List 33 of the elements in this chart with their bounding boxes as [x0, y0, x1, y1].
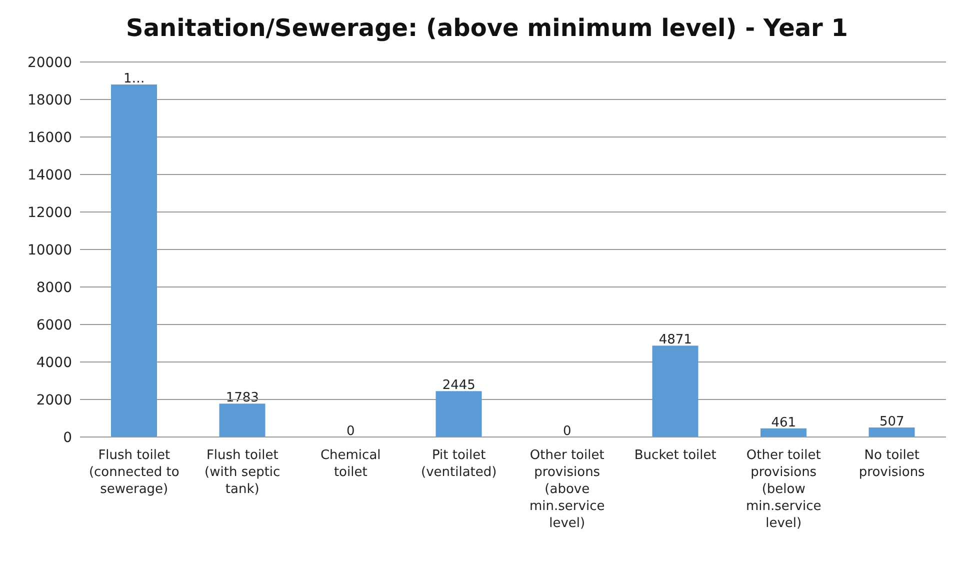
x-tick-label: Pit toilet (ventilated) [421, 448, 497, 480]
data-label: 1… [123, 72, 145, 86]
y-tick-label: 20000 [27, 54, 72, 71]
data-label: 2445 [442, 378, 476, 394]
x-tick-label: Chemical toilet [320, 448, 381, 480]
data-label: 4871 [658, 332, 692, 348]
data-label: 507 [879, 414, 904, 430]
bar [111, 84, 157, 437]
x-tick-label: Bucket toilet [634, 448, 716, 463]
y-tick-label: 14000 [27, 167, 72, 184]
y-tick-label: 4000 [36, 354, 72, 371]
y-tick-label: 12000 [27, 204, 72, 221]
x-tick-label: Other toilet provisions (above min.service level) [530, 448, 605, 531]
x-tick-label: Other toilet provisions (below min.service level) [746, 448, 822, 531]
chart-title: Sanitation/Sewerage: (above minimum level) - Year 1 [125, 13, 849, 42]
x-tick-label: No toilet provisions [858, 448, 926, 480]
y-tick-label: 2000 [36, 392, 72, 408]
x-tick-label: Flush toilet (with septic tank) [204, 448, 280, 497]
data-label: 461 [771, 415, 796, 430]
data-label: 0 [562, 424, 572, 439]
y-tick-label: 8000 [36, 280, 72, 296]
x-tick-label: Flush toilet (connected to sewerage) [88, 448, 180, 497]
y-tick-label: 10000 [27, 242, 72, 258]
bar [652, 346, 698, 437]
y-tick-label: 16000 [27, 130, 72, 146]
bar [436, 391, 482, 437]
bar [760, 428, 806, 437]
y-tick-label: 18000 [27, 92, 72, 108]
data-label: 0 [346, 424, 355, 439]
bar [868, 427, 915, 437]
y-tick-label: 0 [63, 430, 72, 446]
y-tick-label: 6000 [36, 317, 72, 334]
bar [219, 404, 266, 437]
